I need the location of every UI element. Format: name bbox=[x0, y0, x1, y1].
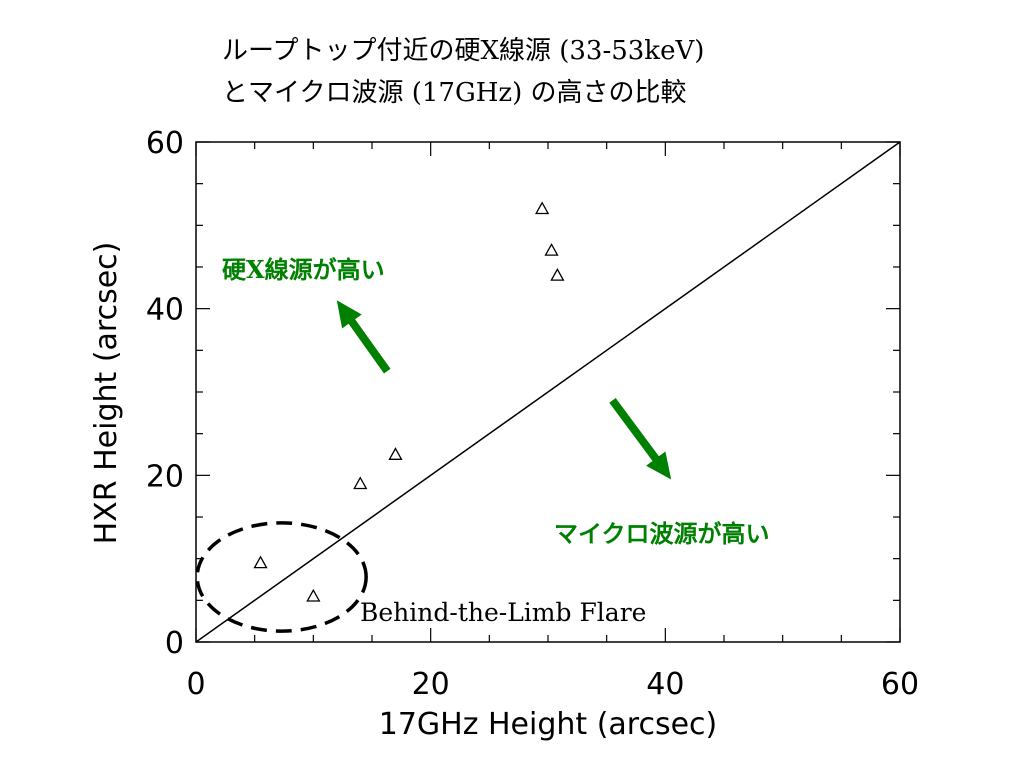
x-tick-label: 40 bbox=[646, 667, 684, 702]
chart-title-line-2: とマイクロ波源 (17GHz) の高さの比較 bbox=[222, 78, 687, 108]
y-tick-label: 60 bbox=[146, 126, 184, 161]
behind-limb-ellipse bbox=[195, 521, 368, 633]
x-tick-label: 0 bbox=[186, 667, 205, 702]
hxr-higher-annotation: 硬X線源が高い bbox=[222, 255, 385, 284]
data-point bbox=[535, 201, 550, 215]
x-tick-label: 20 bbox=[412, 667, 450, 702]
data-point bbox=[353, 476, 368, 490]
x-tick-label: 60 bbox=[881, 667, 919, 702]
hxr-higher-arrow bbox=[336, 300, 391, 374]
data-point bbox=[550, 267, 565, 281]
microwave-higher-arrow bbox=[609, 398, 672, 480]
chart-title: ループトップ付近の硬X線源 (33-53keV) とマイクロ波源 (17GHz)… bbox=[222, 30, 704, 114]
data-point bbox=[306, 588, 321, 602]
data-point bbox=[544, 242, 559, 256]
y-tick-label: 0 bbox=[165, 626, 184, 661]
chart-title-line-1: ループトップ付近の硬X線源 (33-53keV) bbox=[222, 36, 705, 66]
y-tick-label: 40 bbox=[146, 293, 184, 328]
behind-limb-annotation: Behind-the-Limb Flare bbox=[360, 598, 646, 627]
y-axis-label: HXR Height (arcsec) bbox=[89, 242, 124, 545]
y-tick-label: 20 bbox=[146, 459, 184, 494]
data-point bbox=[253, 555, 268, 569]
data-point bbox=[388, 447, 403, 460]
microwave-higher-annotation: マイクロ波源が高い bbox=[554, 519, 770, 548]
x-axis-label: 17GHz Height (arcsec) bbox=[379, 707, 718, 742]
equal-height-line bbox=[195, 141, 901, 643]
